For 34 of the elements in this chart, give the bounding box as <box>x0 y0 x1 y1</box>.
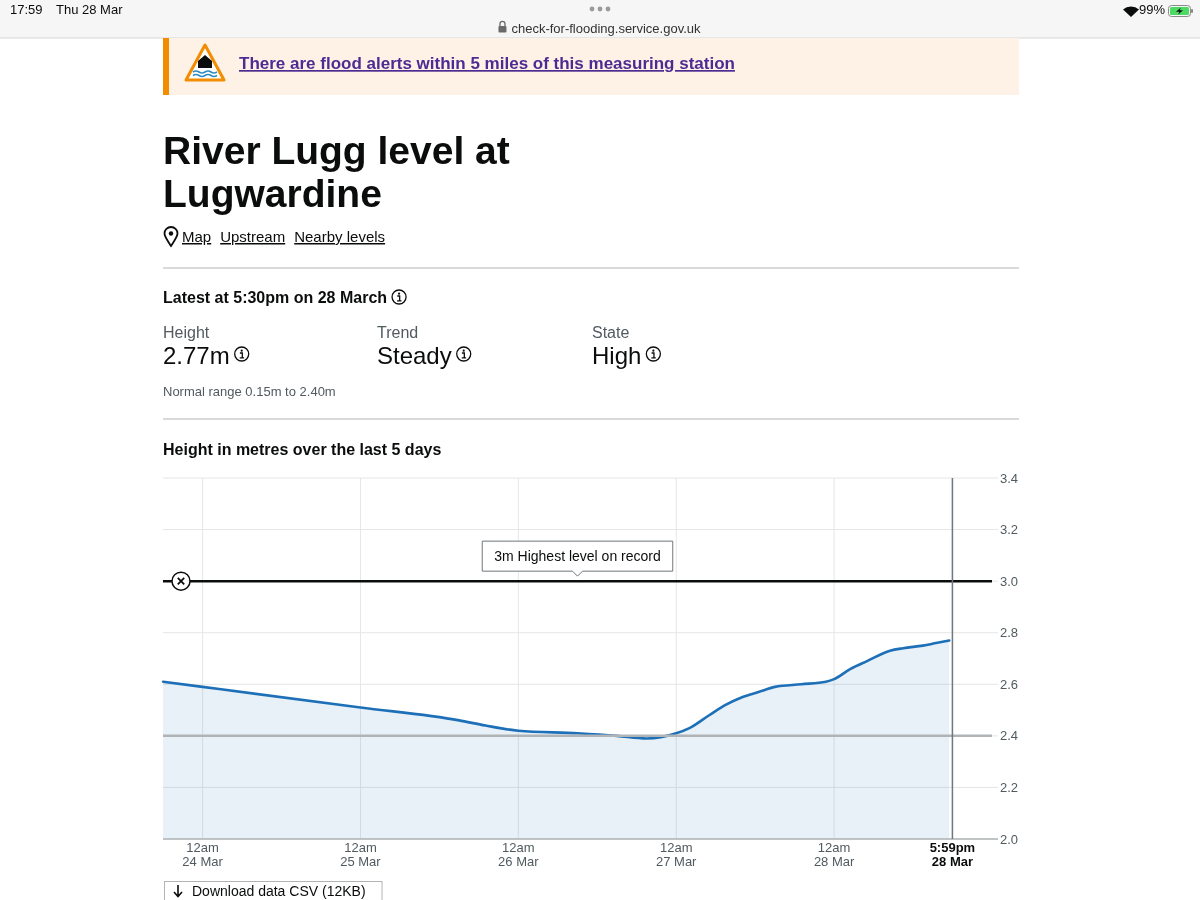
x-tick-label: 12am 25 Mar <box>340 840 382 869</box>
y-tick-label: 2.0 <box>1000 831 1019 847</box>
text: Map <box>182 228 212 245</box>
x-tick-label: 12am 27 Mar <box>656 840 698 869</box>
x-tick-label: 12am 26 Mar <box>498 840 540 869</box>
text: Latest at 5:30pm on 28 March <box>163 289 388 306</box>
text: High <box>592 342 642 369</box>
text: 2.77m <box>163 342 230 369</box>
chart-subtitle: Height in metres over the last 5 days <box>163 441 442 458</box>
text: 17:59 <box>10 2 43 17</box>
x-tick-label: 12am 24 Mar <box>182 840 224 869</box>
text: Upstream <box>220 228 286 245</box>
y-tick-label: 2.8 <box>1000 625 1019 641</box>
text: Height <box>163 324 210 341</box>
text: State <box>592 324 630 341</box>
text: Thu 28 Mar <box>56 2 124 17</box>
x-tick-label: 12am 28 Mar <box>813 840 856 869</box>
y-tick-label: 2.2 <box>1000 779 1019 795</box>
ref-line-label: 3m Highest level on record <box>494 548 661 565</box>
y-tick-label: 2.6 <box>1000 676 1019 692</box>
text: Trend <box>377 324 419 341</box>
text: 99% <box>1138 2 1166 17</box>
y-tick-label: 2.4 <box>1000 728 1019 744</box>
y-tick-label: 3.4 <box>1000 470 1019 486</box>
x-tick-label: 5:59pm 28 Mar <box>929 840 976 869</box>
text: Download data CSV (12KB) <box>192 883 366 899</box>
text: Normal range 0.15m to 2.40m <box>163 384 336 399</box>
chart-title: River Lugg level at Lugwardine <box>163 129 510 215</box>
text: Nearby levels <box>294 228 386 245</box>
y-tick-label: 3.0 <box>1000 573 1019 589</box>
text: There are flood alerts within 5 miles of this measuring station <box>239 54 735 73</box>
text: Steady <box>377 342 452 369</box>
y-tick-label: 3.2 <box>1000 522 1019 538</box>
text: check-for-flooding.service.gov.uk <box>511 21 702 36</box>
